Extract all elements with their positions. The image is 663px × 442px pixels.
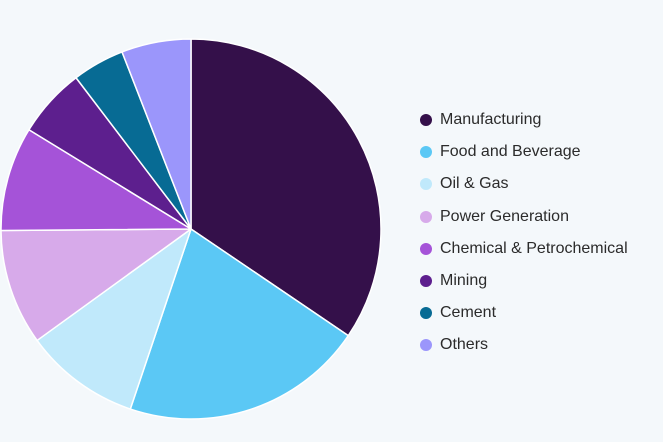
legend-item-cement: Cement [420, 297, 628, 329]
pie-slice-power-generation [0, 228, 192, 342]
legend-swatch-icon [420, 146, 432, 159]
legend-label: Others [440, 336, 489, 354]
legend-item-food-and-beverage: Food and Beverage [420, 136, 628, 168]
legend-swatch-icon [420, 114, 432, 127]
legend-label: Manufacturing [440, 111, 542, 129]
legend-swatch-icon [420, 242, 432, 255]
pie-slice-chemical-and-petrochemical [0, 129, 192, 232]
pie-slice-food-and-beverage [129, 228, 350, 420]
legend-label: Food and Beverage [440, 143, 581, 161]
legend-label: Oil & Gas [440, 175, 509, 193]
legend-item-power-generation: Power Generation [420, 201, 628, 233]
legend-swatch-icon [420, 178, 432, 191]
pie-slice-manufacturing [190, 38, 382, 337]
pie-slice-oil-and-gas [36, 228, 192, 410]
chart-legend: Manufacturing Food and Beverage Oil & Gas P… [420, 104, 628, 362]
legend-item-mining: Mining [420, 265, 628, 297]
pie-slice-others [121, 38, 192, 230]
legend-swatch-icon [420, 210, 432, 223]
legend-item-manufacturing: Manufacturing [420, 104, 628, 136]
legend-label: Power Generation [440, 207, 569, 225]
legend-label: Mining [440, 272, 488, 290]
legend-swatch-icon [420, 339, 432, 352]
legend-item-oil-and-gas: Oil & Gas [420, 168, 628, 200]
legend-item-others: Others [420, 329, 628, 361]
legend-label: Cement [440, 304, 497, 322]
legend-item-chemical-and-petrochemical: Chemical & Petrochemical [420, 233, 628, 265]
legend-swatch-icon [420, 275, 432, 288]
legend-label: Chemical & Petrochemical [440, 239, 628, 257]
legend-swatch-icon [420, 307, 432, 320]
